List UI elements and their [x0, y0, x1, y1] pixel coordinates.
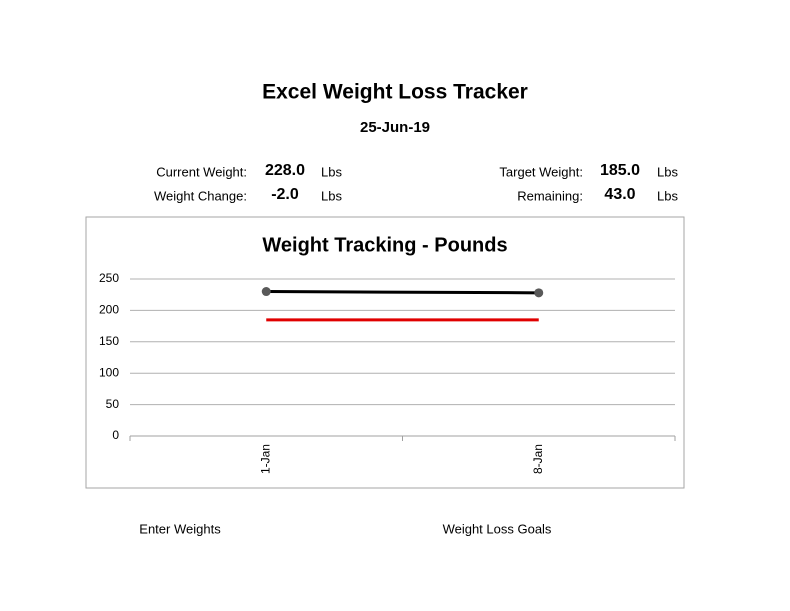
data-point	[261, 287, 271, 297]
y-tick-label: 200	[99, 303, 119, 317]
stat-label: Target Weight:	[499, 164, 583, 179]
link[interactable]: Enter Weights	[139, 521, 221, 536]
date: 25-Jun-19	[360, 119, 430, 136]
stat-label: Weight Change:	[154, 188, 247, 203]
stat-value: -2.0	[271, 186, 299, 203]
data-point	[534, 288, 544, 298]
data-line	[266, 290, 539, 295]
link[interactable]: Weight Loss Goals	[443, 521, 552, 536]
y-tick-label: 50	[106, 397, 120, 411]
y-tick-label: 0	[112, 428, 119, 442]
stat-unit: Lbs	[657, 188, 678, 203]
stat-label: Current Weight:	[156, 164, 247, 179]
stat-value: 228.0	[265, 162, 305, 179]
stat-unit: Lbs	[321, 164, 342, 179]
chart-title: Weight Tracking - Pounds	[262, 234, 507, 256]
x-tick-label: 1-Jan	[258, 444, 272, 474]
page-title: Excel Weight Loss Tracker	[262, 81, 528, 104]
x-tick-label: 8-Jan	[531, 444, 545, 474]
y-tick-label: 250	[99, 271, 119, 285]
stat-unit: Lbs	[657, 164, 678, 179]
y-tick-label: 150	[99, 334, 119, 348]
stat-label: Remaining:	[517, 188, 583, 203]
chart-frame	[85, 216, 685, 489]
stat-value: 43.0	[604, 186, 635, 203]
stat-unit: Lbs	[321, 188, 342, 203]
y-tick-label: 100	[99, 365, 119, 379]
stat-value: 185.0	[600, 162, 640, 179]
